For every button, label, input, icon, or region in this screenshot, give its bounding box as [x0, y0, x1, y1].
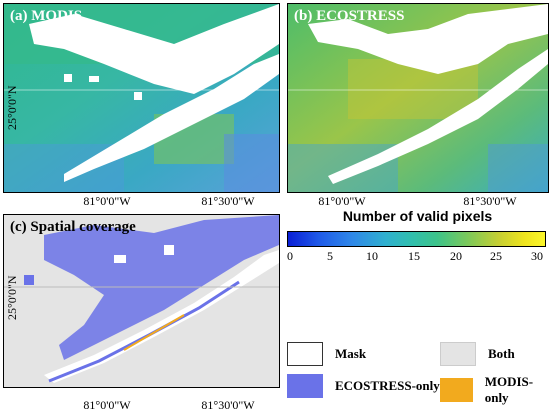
y-tick-panel-c: 25°0'0"N — [5, 275, 19, 320]
y-tick-panel-a: 25°0'0"N — [5, 85, 19, 130]
x-tick-c-1: 81°0'0"W — [83, 398, 131, 412]
legend-modis-only: MODIS-only — [440, 374, 550, 406]
legend-modis-only-swatch — [440, 378, 473, 402]
colorbar-title: Number of valid pixels — [342, 208, 493, 224]
panel-b-ecostress-map: (b) ECOSTRESS — [287, 3, 549, 193]
legend-modis-only-label: MODIS-only — [484, 374, 534, 405]
colorbar-tick-15: 15 — [408, 249, 420, 263]
legend-mask-swatch — [287, 342, 323, 366]
legend-mask-label: Mask — [335, 346, 367, 361]
legend-ecostress-only: ECOSTRESS-only — [287, 374, 440, 398]
x-tick-a-2: 81°30'0"W — [201, 194, 255, 208]
modis-raster — [4, 4, 279, 192]
panel-a-modis-map: (a) MODIS — [3, 3, 280, 193]
x-tick-a-1: 81°0'0"W — [83, 194, 131, 208]
panel-a-label: (a) MODIS — [10, 8, 83, 24]
legend-mask: Mask — [287, 342, 366, 366]
colorbar — [287, 231, 546, 247]
panel-b-label: (b) ECOSTRESS — [294, 8, 405, 24]
x-tick-b-2: 81°30'0"W — [463, 194, 517, 208]
legend-ecostress-only-swatch — [287, 374, 323, 398]
colorbar-tick-0: 0 — [287, 249, 293, 263]
legend-ecostress-only-label: ECOSTRESS-only — [335, 378, 440, 393]
colorbar-tick-5: 5 — [327, 249, 333, 263]
colorbar-tick-30: 30 — [531, 249, 543, 263]
panel-c-coverage-map: (c) Spatial coverage — [3, 214, 280, 388]
coverage-raster — [4, 215, 279, 387]
x-tick-c-2: 81°30'0"W — [201, 398, 255, 412]
legend-both-label: Both — [488, 346, 515, 361]
x-tick-b-1: 81°0'0"W — [318, 194, 366, 208]
ecostress-raster — [288, 4, 548, 192]
panel-c-label: (c) Spatial coverage — [10, 219, 136, 235]
colorbar-tick-10: 10 — [366, 249, 378, 263]
legend-both: Both — [440, 342, 515, 366]
legend-both-swatch — [440, 342, 476, 366]
colorbar-tick-25: 25 — [490, 249, 502, 263]
colorbar-tick-20: 20 — [450, 249, 462, 263]
